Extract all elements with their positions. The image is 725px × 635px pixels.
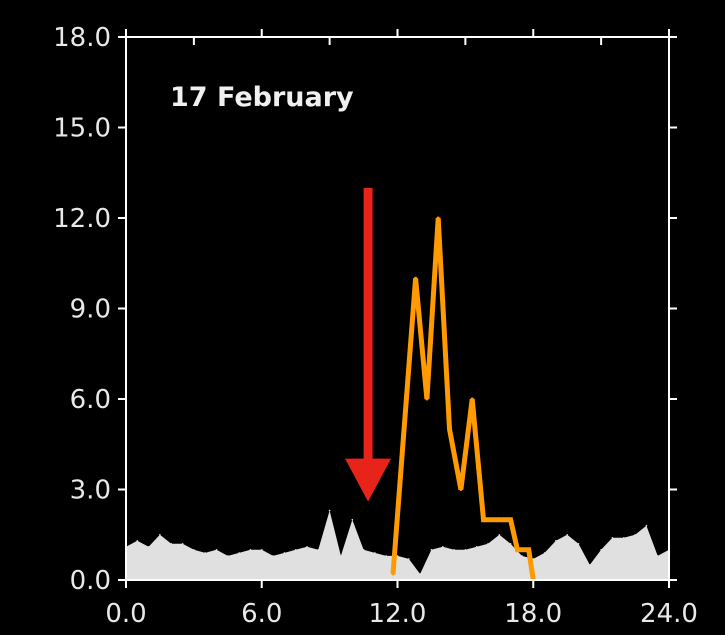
area-point — [181, 543, 184, 545]
x-tick-label: 18.0 — [504, 599, 562, 629]
tick-layer: 0.0 6.0 12.0 18.0 24.0 0.0 3.0 6.0 9.0 12.0 15.0 18… — [53, 23, 698, 629]
area-point — [351, 518, 354, 521]
area-point — [442, 546, 444, 548]
area-point — [317, 549, 320, 551]
area-point — [464, 549, 467, 551]
line-point — [425, 397, 429, 401]
area-point — [532, 558, 535, 560]
area-point — [204, 552, 206, 554]
area-point — [430, 549, 433, 551]
area-layer — [125, 509, 670, 580]
area-point — [589, 564, 591, 566]
annotation-layer — [345, 187, 392, 502]
line-point — [497, 518, 501, 522]
area-point — [396, 555, 399, 557]
area-series — [126, 510, 669, 580]
area-point — [340, 555, 342, 557]
x-tick-label: 24.0 — [640, 599, 698, 629]
area-point — [385, 555, 388, 557]
area-point — [419, 573, 421, 575]
chart-title: 17 February — [170, 82, 354, 113]
area-point — [611, 537, 614, 539]
x-tick-label: 12.0 — [369, 599, 427, 629]
area-point — [238, 552, 240, 554]
area-point — [294, 549, 297, 551]
line-point — [470, 397, 474, 401]
area-point — [509, 543, 512, 545]
area-point — [521, 555, 523, 557]
area-point — [577, 543, 580, 545]
area-point — [600, 549, 602, 551]
line-point — [509, 518, 513, 522]
line-point — [482, 518, 485, 522]
area-point — [475, 546, 478, 548]
area-point — [543, 552, 546, 554]
area-point — [566, 534, 568, 536]
area-point — [272, 555, 274, 557]
area-point — [634, 534, 636, 536]
area-point — [656, 555, 659, 557]
area-point — [249, 549, 252, 551]
area-point — [328, 509, 331, 512]
y-tick-label: 9.0 — [70, 295, 111, 325]
area-point — [136, 540, 139, 542]
line-point — [436, 216, 440, 220]
y-tick-label: 18.0 — [53, 23, 111, 53]
line-point — [391, 572, 395, 576]
line-point — [527, 548, 531, 552]
area-point — [555, 540, 557, 542]
area-point — [453, 549, 455, 551]
x-tick-label: 6.0 — [241, 599, 282, 629]
line-point — [515, 548, 519, 552]
y-tick-label: 0.0 — [70, 566, 111, 596]
area-point — [498, 534, 501, 536]
arrow-head — [345, 458, 392, 502]
area-point — [408, 558, 410, 560]
area-point — [487, 543, 489, 545]
area-point — [261, 549, 263, 551]
x-tick-label: 0.0 — [105, 599, 146, 629]
y-tick-label: 6.0 — [70, 385, 111, 415]
y-tick-label: 15.0 — [53, 114, 111, 144]
area-point — [215, 549, 218, 551]
line-layer — [390, 216, 536, 582]
area-point — [170, 543, 173, 545]
area-point — [374, 552, 376, 554]
area-point — [283, 552, 286, 554]
area-point — [159, 534, 161, 536]
area-point — [147, 546, 150, 548]
line-point — [448, 427, 451, 431]
area-point — [227, 555, 229, 557]
line-point — [414, 276, 418, 280]
line-point — [459, 488, 463, 491]
y-tick-label: 3.0 — [70, 476, 111, 506]
y-tick-label: 12.0 — [53, 204, 111, 234]
area-point — [645, 524, 648, 527]
area-point — [193, 549, 195, 551]
area-point — [306, 546, 308, 548]
area-point — [362, 549, 365, 551]
area-point — [623, 537, 625, 539]
